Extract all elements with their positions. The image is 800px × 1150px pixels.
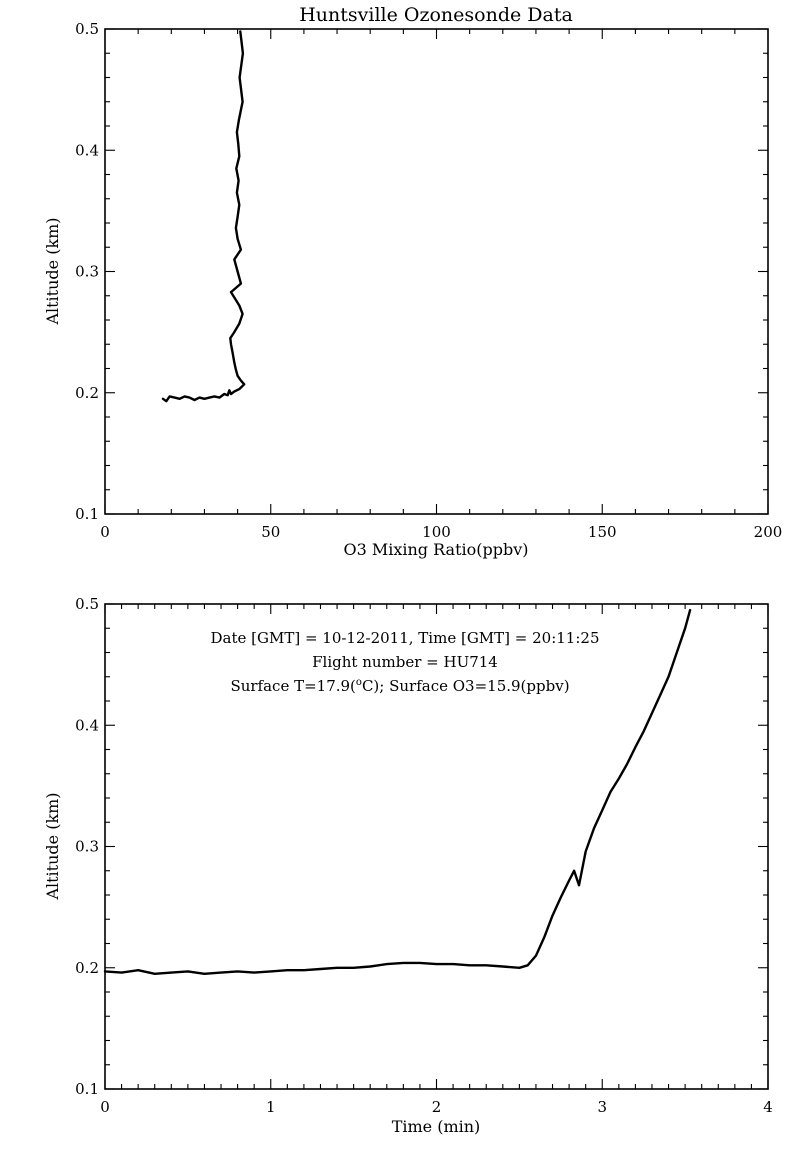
data-series-line bbox=[103, 608, 692, 975]
surface-text-suffix: C); Surface O3=15.9(ppbv) bbox=[362, 677, 570, 695]
x-axis-label-top: O3 Mixing Ratio(ppbv) bbox=[343, 540, 528, 559]
y-tick-label: 0.4 bbox=[75, 141, 99, 159]
surface-conditions: Surface T=17.9(oC); Surface O3=15.9(ppbv… bbox=[230, 677, 569, 695]
x-tick-label: 0 bbox=[100, 523, 110, 541]
surface-text-prefix: Surface T=17.9( bbox=[230, 677, 355, 695]
y-tick-label: 0.5 bbox=[75, 20, 99, 38]
x-tick-label: 1 bbox=[266, 1098, 276, 1116]
y-axis-label-bottom: Altitude (km) bbox=[43, 792, 62, 900]
o3-profile-panel: 0 50 100 150 200 0.1 0.2 0.3 0.4 0.5 O3 Mixing Ra… bbox=[43, 20, 782, 559]
flight-number: Flight number = HU714 bbox=[312, 653, 498, 671]
chart-title: Huntsville Ozonesonde Data bbox=[299, 4, 573, 26]
y-tick-label: 0.1 bbox=[75, 505, 99, 523]
data-series-line bbox=[161, 30, 246, 403]
x-tick-label: 2 bbox=[432, 1098, 442, 1116]
y-tick-label: 0.3 bbox=[75, 263, 99, 281]
x-tick-label: 4 bbox=[763, 1098, 773, 1116]
x-tick-label: 0 bbox=[100, 1098, 110, 1116]
y-tick-label: 0.1 bbox=[75, 1080, 99, 1098]
y-tick-label: 0.4 bbox=[75, 716, 99, 734]
degree-superscript: o bbox=[356, 677, 362, 688]
x-tick-label: 50 bbox=[261, 523, 280, 541]
altitude-time-panel: 0 1 2 3 4 0.1 0.2 0.3 0.4 0.5 Time (min) Altitude… bbox=[43, 595, 773, 1136]
y-tick-label: 0.2 bbox=[75, 959, 99, 977]
y-axis-label-top: Altitude (km) bbox=[43, 217, 62, 325]
x-axis-label-bottom: Time (min) bbox=[392, 1117, 481, 1136]
x-tick-label: 100 bbox=[422, 523, 451, 541]
y-tick-label: 0.3 bbox=[75, 838, 99, 856]
x-tick-label: 200 bbox=[754, 523, 783, 541]
x-tick-label: 3 bbox=[597, 1098, 607, 1116]
plot-frame-top bbox=[104, 28, 769, 515]
y-tick-label: 0.2 bbox=[75, 384, 99, 402]
x-tick-label: 150 bbox=[588, 523, 617, 541]
y-tick-label: 0.5 bbox=[75, 595, 99, 613]
flight-date-time: Date [GMT] = 10-12-2011, Time [GMT] = 20… bbox=[210, 629, 599, 647]
